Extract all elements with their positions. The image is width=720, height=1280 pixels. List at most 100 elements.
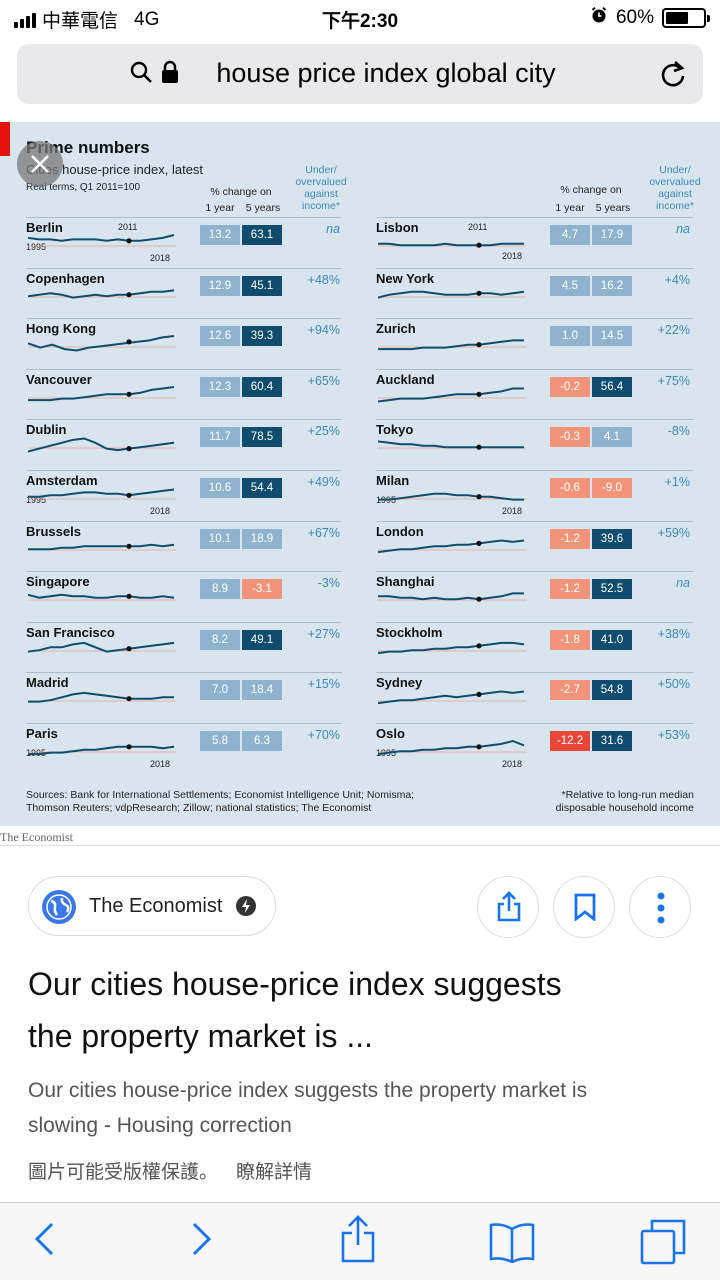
copyright-notice: 圖片可能受版權保護。 瞭解詳情: [28, 1157, 312, 1184]
sparkline: [28, 744, 176, 756]
lock-icon: [161, 60, 179, 89]
city-name: Singapore: [26, 574, 90, 590]
one-year-change: -1.2: [550, 579, 590, 600]
overvalued-header-left: Under/overvalued against income*: [295, 164, 347, 212]
year-label-mid: 2011: [118, 222, 138, 232]
more-options-button[interactable]: [629, 876, 691, 938]
sparkline: [378, 492, 526, 501]
share-icon: [496, 891, 522, 928]
sparkline: [28, 335, 176, 352]
row-divider: [26, 672, 342, 674]
city-name: New York: [376, 270, 435, 286]
one-year-change: 11.7: [200, 427, 240, 448]
five-year-change: 39.3: [242, 326, 282, 347]
row-divider: [376, 267, 694, 269]
one-year-change: -0.6: [550, 478, 590, 498]
col-1y-header-right: 1 year: [555, 202, 585, 214]
more-vertical-icon: [657, 892, 665, 929]
row-divider: [376, 318, 694, 320]
share-button[interactable]: [477, 876, 539, 938]
browser-toolbar: [0, 1202, 720, 1280]
share-sheet-button[interactable]: [340, 1215, 376, 1268]
five-year-change: 18.4: [242, 680, 282, 701]
search-query[interactable]: house price index global city: [216, 58, 556, 88]
close-image-button[interactable]: [17, 141, 63, 187]
chart-image[interactable]: Prime numbers Cities house-price index, …: [0, 122, 720, 826]
chevron-right-icon: [190, 1222, 214, 1263]
one-year-change: -1.2: [550, 528, 590, 549]
status-bar: 中華電信 4G 下午2:30 60%: [0, 0, 720, 38]
back-button[interactable]: [32, 1219, 56, 1264]
source-name: The Economist: [89, 895, 223, 917]
city-row: Stockholm -1.8 41.0 +38%: [376, 625, 706, 675]
pct-change-header-left: % change on: [210, 186, 272, 198]
result-description: Our cities house-price index suggests th…: [28, 1079, 588, 1137]
sparkline: [28, 385, 176, 401]
overvaluation: +75%: [657, 373, 690, 388]
source-chip[interactable]: The Economist: [28, 876, 276, 936]
city-name: Paris: [26, 726, 58, 741]
sparkline: [28, 593, 176, 601]
city-row: Zurich 1.0 14.5 +22%: [376, 321, 706, 371]
sparkline: [378, 339, 526, 351]
overvaluation: +70%: [307, 728, 340, 742]
overvaluation: +53%: [657, 728, 690, 742]
five-year-change: 16.2: [592, 275, 632, 296]
image-credit: The Economist: [0, 830, 73, 844]
sparkline: [28, 234, 176, 247]
row-divider: [376, 217, 694, 218]
city-name: Milan: [376, 473, 410, 488]
globe-icon: [42, 890, 76, 924]
forward-button[interactable]: [190, 1219, 214, 1264]
address-bar[interactable]: house price index global city: [17, 44, 703, 104]
tabs-button[interactable]: [640, 1219, 686, 1270]
sparkline: [378, 387, 526, 403]
bookmarks-button[interactable]: [488, 1221, 536, 1268]
one-year-change: 8.2: [200, 629, 240, 650]
five-year-change: 17.9: [592, 225, 632, 245]
overvalued-header-right: Under/overvalued against income*: [649, 164, 701, 212]
row-divider: [376, 723, 694, 724]
chart-accent-tab: [0, 122, 10, 156]
city-row: Berlin 1995 2011 2018 13.2 63.1 na: [26, 220, 356, 270]
city-name: Hong Kong: [26, 321, 97, 337]
sparkline: [28, 289, 176, 299]
city-row: Paris 1995 2018 5.8 6.3 +70%: [26, 726, 356, 776]
five-year-change: 60.4: [242, 376, 282, 397]
sparkline: [378, 690, 526, 705]
city-row: Copenhagen 12.9 45.1 +48%: [26, 271, 356, 321]
one-year-change: 12.9: [200, 275, 240, 296]
sparkline: [28, 488, 176, 500]
city-row: Madrid 7.0 18.4 +15%: [26, 675, 356, 725]
overvaluation: +4%: [664, 272, 690, 287]
network-label: 4G: [134, 8, 160, 30]
city-name: Vancouver: [26, 371, 92, 387]
year-label-start: 1995: [26, 748, 47, 758]
one-year-change: -1.8: [550, 629, 590, 650]
overvaluation: +94%: [307, 323, 340, 338]
year-label-start: 1995: [26, 242, 47, 252]
row-divider: [26, 571, 342, 573]
overvaluation: +50%: [657, 677, 690, 692]
col-5y-header-right: 5 years: [595, 202, 631, 214]
five-year-change: 45.1: [242, 275, 282, 296]
city-name: Stockholm: [376, 624, 443, 640]
city-name: Amsterdam: [26, 473, 98, 488]
row-divider: [26, 621, 342, 623]
learn-more-link[interactable]: 瞭解詳情: [236, 1162, 313, 1183]
city-name: Dublin: [26, 422, 67, 438]
year-label-end: 2018: [150, 759, 171, 769]
row-divider: [26, 520, 342, 522]
one-year-change: -0.3: [550, 427, 590, 448]
city-name: Brussels: [26, 523, 81, 539]
one-year-change: 1.0: [550, 326, 590, 347]
reload-icon[interactable]: [659, 58, 689, 95]
year-label-mid: 2011: [468, 222, 488, 232]
bookmark-button[interactable]: [553, 876, 615, 938]
five-year-change: -3.1: [242, 579, 282, 600]
result-headline[interactable]: Our cities house-price index suggests the…: [28, 966, 562, 1054]
one-year-change: -0.2: [550, 376, 590, 397]
city-row: Brussels 10.1 18.9 +67%: [26, 524, 356, 574]
sparkline: [378, 290, 526, 299]
year-label-end: 2018: [150, 253, 171, 263]
